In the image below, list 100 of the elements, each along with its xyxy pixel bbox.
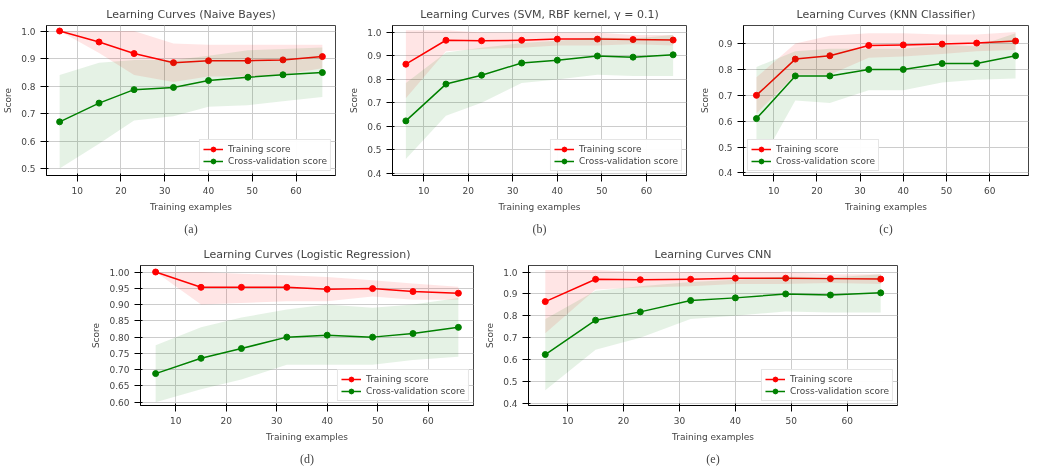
x-tick-label: 40	[321, 415, 334, 426]
point	[56, 27, 64, 35]
point	[973, 39, 981, 47]
x-tick-label: 40	[551, 185, 564, 196]
point	[478, 71, 486, 79]
x-tick-label: 20	[115, 185, 127, 196]
y-axis-title: Score	[700, 87, 711, 114]
x-tick-label: 40	[897, 185, 910, 196]
point	[553, 35, 561, 43]
x-tick-label: 60	[841, 415, 854, 426]
point	[369, 285, 377, 293]
y-tick-label: 0.5	[718, 142, 733, 153]
point	[1012, 52, 1020, 60]
point	[369, 333, 377, 341]
x-tick-label: 30	[673, 415, 686, 426]
legend-label: Training score	[365, 373, 429, 385]
point	[402, 117, 410, 125]
x-axis-title: Training examples	[265, 431, 349, 442]
point	[629, 36, 637, 44]
x-tick-label: 10	[417, 185, 430, 196]
point	[152, 370, 160, 378]
y-tick-label: 0.4	[367, 168, 382, 179]
x-tick-label: 50	[371, 415, 384, 426]
point	[593, 52, 601, 60]
x-tick-label: 30	[854, 185, 867, 196]
x-tick-label: 60	[422, 415, 435, 426]
legend-label: Cross-validation score	[578, 155, 678, 167]
x-tick-label: 10	[561, 415, 574, 426]
legend-label: Cross-validation score	[365, 385, 465, 397]
point	[244, 57, 252, 65]
point	[237, 345, 245, 353]
y-tick-label: 0.75	[109, 348, 130, 359]
x-axis-title: Training examples	[844, 201, 928, 212]
y-axis-title: Score	[3, 87, 14, 114]
point	[152, 268, 160, 276]
point	[95, 99, 103, 107]
text: (d)	[300, 451, 314, 466]
point	[169, 59, 177, 67]
point	[826, 291, 834, 299]
point	[442, 80, 450, 88]
x-tick-label: 40	[729, 415, 742, 426]
legend-label: Cross-validation score	[227, 155, 327, 167]
point	[636, 308, 644, 316]
point	[541, 351, 549, 359]
y-tick-label: 1.0	[21, 26, 36, 37]
point	[318, 53, 326, 61]
x-tick-label: 40	[202, 185, 215, 196]
point	[454, 289, 462, 297]
point	[56, 118, 64, 126]
point	[687, 275, 695, 283]
point	[323, 331, 331, 339]
point	[283, 283, 291, 291]
y-tick-label: 0.4	[718, 168, 733, 179]
point	[409, 330, 417, 338]
y-tick-label: 0.65	[109, 381, 130, 392]
point	[442, 36, 450, 44]
point	[318, 69, 326, 77]
point	[237, 283, 245, 291]
point	[782, 290, 790, 298]
point	[205, 57, 213, 65]
point	[402, 60, 410, 68]
text: (a)	[184, 221, 198, 236]
chart-title: Learning Curves (SVM, RBF kernel, γ = 0.1)	[420, 7, 659, 21]
x-tick-label: 50	[596, 185, 608, 196]
text: (e)	[706, 451, 720, 466]
point	[731, 274, 739, 282]
chart-title: Learning Curves (Naive Bayes)	[106, 7, 276, 21]
point	[752, 91, 760, 99]
y-tick-label: 0.95	[109, 283, 130, 294]
point	[593, 35, 601, 43]
point	[865, 41, 873, 49]
point	[592, 316, 600, 324]
y-tick-label: 0.6	[503, 355, 518, 366]
y-tick-label: 0.7	[503, 333, 518, 344]
y-tick-label: 0.9	[718, 39, 733, 50]
legend-label: Training score	[776, 143, 839, 155]
x-tick-label: 60	[983, 185, 996, 196]
y-tick-label: 1.0	[367, 28, 382, 39]
point	[669, 36, 677, 44]
y-tick-label: 0.9	[503, 289, 518, 300]
text: (b)	[532, 221, 547, 236]
point	[938, 60, 946, 68]
y-tick-label: 0.5	[367, 145, 382, 156]
y-tick-label: 0.6	[367, 121, 382, 132]
x-tick-label: 60	[640, 185, 653, 196]
x-axis-title: Training examples	[149, 201, 233, 212]
y-tick-label: 0.6	[21, 136, 36, 147]
y-axis-title: Score	[349, 87, 360, 114]
legend-label: Cross-validation score	[789, 385, 889, 397]
y-tick-label: 0.8	[718, 64, 733, 75]
legend-label: Training score	[578, 143, 642, 155]
x-tick-label: 50	[940, 185, 953, 196]
y-tick-label: 0.5	[21, 164, 36, 175]
y-axis-title: Score	[485, 322, 496, 349]
point	[169, 83, 177, 91]
point	[197, 354, 205, 362]
point	[205, 77, 213, 85]
x-tick-label: 30	[507, 185, 519, 196]
point	[518, 59, 526, 67]
point	[899, 65, 907, 73]
